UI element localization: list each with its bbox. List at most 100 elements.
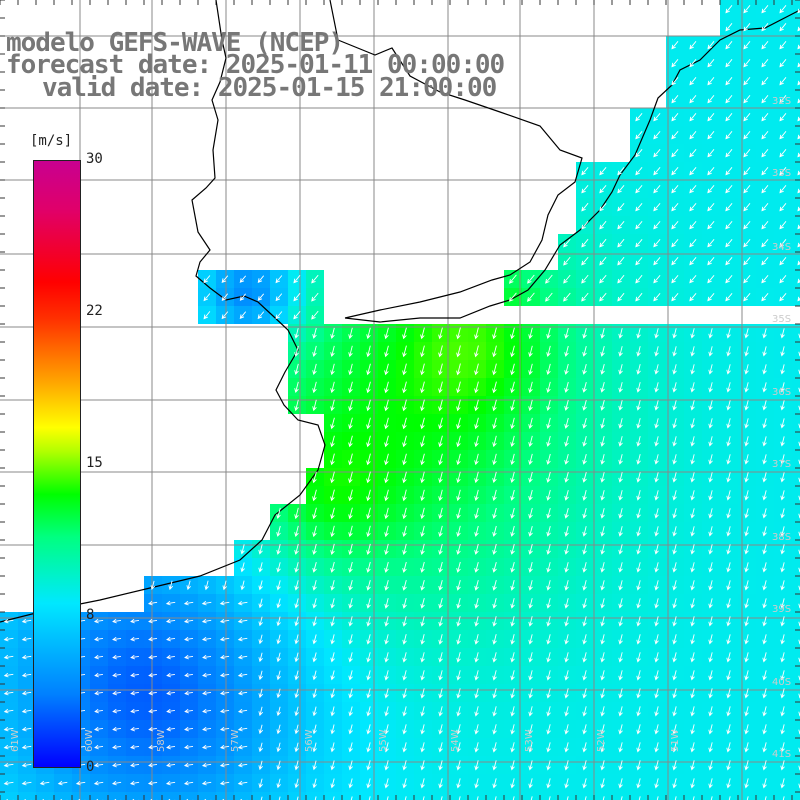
wind-arrow — [219, 726, 230, 732]
wind-arrow — [311, 292, 319, 302]
wind-arrow — [566, 796, 569, 800]
wind-arrow — [672, 454, 677, 465]
wind-arrow — [438, 417, 443, 430]
wind-arrow — [312, 580, 317, 591]
wind-arrow — [402, 327, 407, 340]
wind-cell — [342, 792, 360, 800]
wind-arrow — [636, 760, 641, 771]
wind-arrow — [420, 724, 425, 735]
wind-arrow — [654, 706, 659, 717]
wind-arrow — [422, 796, 425, 800]
wind-arrow — [600, 670, 605, 681]
wind-arrow — [348, 399, 353, 412]
wind-arrow — [690, 382, 695, 393]
wind-arrow — [275, 293, 283, 302]
wind-arrow — [366, 706, 371, 717]
wind-cell — [198, 792, 216, 800]
wind-arrow — [510, 489, 515, 501]
wind-arrow — [528, 634, 533, 645]
wind-arrow — [618, 688, 623, 699]
wind-arrow — [764, 796, 767, 800]
wind-arrow — [689, 293, 697, 302]
wind-arrow — [636, 454, 641, 465]
wind-cell — [792, 468, 800, 486]
wind-arrow — [708, 328, 713, 339]
wind-arrow — [366, 381, 371, 394]
wind-arrow — [183, 762, 194, 768]
wind-arrow — [438, 435, 443, 448]
wind-arrow — [474, 327, 479, 340]
wind-cell — [558, 792, 576, 800]
wind-arrow — [474, 543, 479, 555]
wind-arrow — [366, 345, 371, 358]
wind-arrow — [312, 616, 317, 627]
wind-arrow — [456, 760, 461, 771]
wind-arrow — [312, 706, 317, 717]
wind-arrow — [600, 742, 605, 753]
wind-arrow — [654, 490, 659, 501]
wind-arrow — [725, 131, 733, 140]
wind-arrow — [148, 618, 158, 624]
wind-arrow — [456, 597, 461, 609]
wind-arrow — [689, 131, 697, 140]
longitude-label: 54W — [450, 729, 461, 752]
wind-arrow — [636, 526, 641, 537]
wind-arrow — [348, 706, 353, 717]
wind-cell — [792, 576, 800, 594]
wind-arrow — [94, 654, 104, 660]
wind-arrow — [546, 562, 551, 573]
wind-arrow — [744, 346, 749, 357]
wind-arrow — [618, 346, 623, 357]
wind-arrow — [474, 525, 479, 537]
wind-arrow — [672, 724, 677, 735]
wind-arrow — [348, 543, 353, 556]
wind-arrow — [330, 616, 335, 627]
latitude-label: 38S — [772, 532, 791, 543]
wind-arrow — [689, 77, 697, 86]
wind-arrow — [600, 363, 605, 375]
wind-arrow — [508, 274, 517, 284]
wind-arrow — [762, 400, 767, 411]
wind-arrow — [744, 634, 749, 645]
wind-arrow — [368, 796, 371, 800]
wind-arrow — [312, 724, 317, 735]
wind-arrow — [638, 796, 641, 800]
wind-arrow — [582, 435, 587, 447]
wind-arrow — [762, 328, 767, 339]
wind-arrow — [725, 95, 733, 104]
wind-arrow — [510, 598, 515, 609]
wind-arrow — [744, 364, 749, 375]
wind-arrow — [762, 688, 767, 699]
wind-arrow — [258, 544, 263, 555]
wind-cell — [792, 702, 800, 720]
wind-arrow — [147, 600, 158, 606]
wind-arrow — [762, 526, 767, 537]
wind-arrow — [456, 652, 461, 663]
wind-arrow — [546, 616, 551, 627]
wind-arrow — [618, 670, 623, 681]
wind-arrow — [581, 185, 589, 194]
wind-arrow — [201, 744, 212, 750]
wind-cell — [792, 360, 800, 378]
wind-arrow — [312, 742, 317, 753]
wind-arrow — [743, 221, 751, 230]
wind-cell — [792, 774, 800, 792]
wind-arrow — [366, 561, 371, 573]
wind-arrow — [332, 796, 335, 800]
wind-arrow — [728, 796, 731, 800]
wind-arrow — [494, 796, 497, 800]
wind-arrow — [744, 328, 749, 339]
wind-arrow — [294, 778, 299, 789]
wind-cell — [792, 630, 800, 648]
wind-arrow — [438, 543, 443, 555]
wind-arrow — [402, 363, 407, 376]
wind-arrow — [707, 149, 715, 158]
wind-arrow — [636, 400, 641, 411]
wind-arrow — [366, 688, 371, 699]
wind-arrow — [708, 526, 713, 537]
wind-arrow — [384, 453, 389, 466]
wind-arrow — [312, 760, 317, 771]
wind-arrow — [474, 670, 479, 681]
wind-arrow — [201, 780, 212, 786]
wind-arrow — [762, 544, 767, 555]
